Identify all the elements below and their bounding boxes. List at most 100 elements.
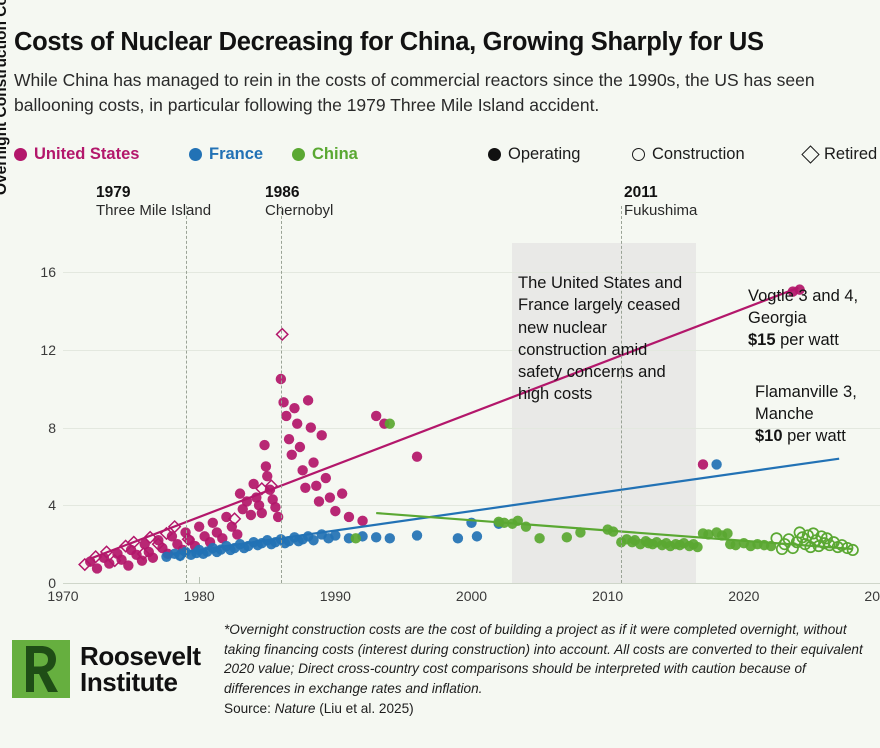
data-point[interactable] xyxy=(452,533,464,544)
data-point[interactable] xyxy=(411,530,423,541)
data-point[interactable] xyxy=(370,410,382,422)
data-point[interactable] xyxy=(357,515,368,527)
data-point[interactable] xyxy=(123,560,134,571)
x-axis-tick-label: 2000 xyxy=(455,588,488,604)
data-point[interactable] xyxy=(166,531,178,542)
data-point-retired[interactable] xyxy=(181,532,195,547)
data-point[interactable] xyxy=(384,418,395,429)
data-point-retired[interactable] xyxy=(151,537,166,551)
data-point[interactable] xyxy=(91,563,103,574)
data-point-retired[interactable] xyxy=(167,519,182,534)
data-point-retired[interactable] xyxy=(108,553,122,568)
data-point[interactable] xyxy=(815,530,828,543)
data-point[interactable] xyxy=(711,459,722,470)
data-point[interactable] xyxy=(471,531,483,542)
data-point[interactable] xyxy=(316,430,327,441)
data-point[interactable] xyxy=(313,496,325,507)
data-point-retired[interactable] xyxy=(99,545,114,559)
legend-item-france[interactable]: France xyxy=(189,145,263,164)
annotation-value: $10 xyxy=(755,426,783,445)
data-point[interactable] xyxy=(234,488,246,499)
data-point[interactable] xyxy=(370,532,382,543)
data-point[interactable] xyxy=(575,527,586,538)
data-point[interactable] xyxy=(697,459,709,470)
x-axis-tick-label: 1990 xyxy=(319,588,351,604)
data-point[interactable] xyxy=(232,529,243,540)
data-point[interactable] xyxy=(286,449,297,460)
diamond-icon xyxy=(801,145,820,164)
legend-item-united-states[interactable]: United States xyxy=(14,145,139,164)
data-point[interactable] xyxy=(807,527,820,540)
data-point-retired[interactable] xyxy=(136,547,151,561)
data-point[interactable] xyxy=(311,480,322,492)
data-point[interactable] xyxy=(324,492,336,503)
data-point[interactable] xyxy=(300,482,311,493)
data-point-retired[interactable] xyxy=(275,327,289,342)
data-point[interactable] xyxy=(270,502,281,513)
legend-label: France xyxy=(209,145,264,163)
source-line: Source: Nature (Liu et al. 2025) xyxy=(224,699,874,719)
logo-line-2: Institute xyxy=(80,667,178,697)
legend-item-retired[interactable]: Retired xyxy=(801,145,878,164)
data-point[interactable] xyxy=(796,531,809,544)
y-gridline xyxy=(63,349,880,351)
data-point[interactable] xyxy=(692,541,703,553)
data-point-retired[interactable] xyxy=(227,512,242,526)
data-point[interactable] xyxy=(104,558,115,569)
page-subtitle: While China has managed to rein in the c… xyxy=(14,70,815,115)
data-point[interactable] xyxy=(320,472,332,484)
data-point[interactable] xyxy=(384,533,395,544)
data-point[interactable] xyxy=(534,533,545,544)
annotation-line: Manche xyxy=(755,404,814,423)
data-point[interactable] xyxy=(207,517,218,528)
data-point[interactable] xyxy=(139,538,150,550)
data-point[interactable] xyxy=(289,402,300,414)
data-point[interactable] xyxy=(260,461,272,472)
data-point[interactable] xyxy=(846,543,859,557)
data-point[interactable] xyxy=(297,465,308,476)
event-marker-line xyxy=(280,206,282,583)
data-point[interactable] xyxy=(305,422,317,433)
data-point-retired[interactable] xyxy=(78,557,92,572)
data-point[interactable] xyxy=(292,418,303,429)
legend-item-china[interactable]: China xyxy=(292,145,358,164)
x-axis-tick-label: 1980 xyxy=(183,588,215,604)
data-point[interactable] xyxy=(248,478,259,490)
y-axis-tick-label: 4 xyxy=(48,497,56,514)
data-point[interactable] xyxy=(308,457,319,468)
legend-label: Retired xyxy=(824,145,878,163)
data-point[interactable] xyxy=(294,441,306,453)
data-point[interactable] xyxy=(820,532,833,545)
data-point[interactable] xyxy=(256,507,268,519)
data-points-layer xyxy=(78,284,859,574)
data-point[interactable] xyxy=(262,470,273,482)
source-suffix: (Liu et al. 2025) xyxy=(315,700,414,716)
data-point[interactable] xyxy=(343,511,355,523)
data-point[interactable] xyxy=(561,532,573,543)
data-point[interactable] xyxy=(336,488,348,499)
legend-item-construction[interactable]: Construction xyxy=(632,145,745,164)
data-point[interactable] xyxy=(281,410,292,422)
data-point[interactable] xyxy=(161,551,172,562)
data-point[interactable] xyxy=(722,528,733,539)
data-point[interactable] xyxy=(147,552,159,563)
legend-item-operating[interactable]: Operating xyxy=(488,145,580,164)
data-point[interactable] xyxy=(330,530,341,541)
data-point[interactable] xyxy=(237,503,248,515)
trend-line-china xyxy=(376,511,853,551)
data-point[interactable] xyxy=(283,434,295,445)
data-point-retired[interactable] xyxy=(88,550,103,564)
data-point[interactable] xyxy=(272,511,284,523)
data-point[interactable] xyxy=(259,439,270,451)
data-point[interactable] xyxy=(350,533,361,544)
data-point[interactable] xyxy=(730,539,741,551)
data-point-retired[interactable] xyxy=(127,535,141,549)
y-axis-tick-label: 0 xyxy=(48,575,56,591)
data-point[interactable] xyxy=(330,505,341,517)
data-point[interactable] xyxy=(411,451,423,462)
data-point[interactable] xyxy=(302,395,314,406)
data-point[interactable] xyxy=(193,521,205,532)
data-point[interactable] xyxy=(245,509,257,521)
data-point[interactable] xyxy=(217,533,228,544)
data-point[interactable] xyxy=(308,535,319,546)
